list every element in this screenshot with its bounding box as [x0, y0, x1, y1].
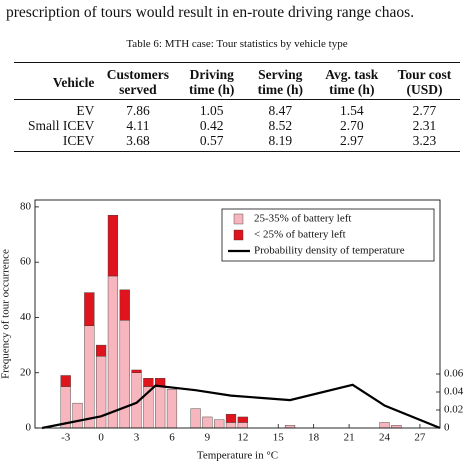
x-tick-label: -3	[61, 432, 71, 444]
bar-segment	[84, 292, 95, 326]
bar-segment	[131, 369, 142, 373]
bar-segment	[202, 416, 213, 429]
y2-tick-label: 0.06	[444, 368, 464, 380]
legend-swatch	[233, 229, 244, 241]
x-tick-label: 18	[308, 432, 320, 444]
x-tick-label: 3	[134, 432, 140, 444]
table-cell: Small ICEV	[28, 118, 95, 133]
x-tick-label: 9	[205, 432, 211, 444]
body-text: prescription of tours would result in en…	[6, 4, 415, 21]
table-cell: 8.52	[268, 118, 293, 133]
table-cell: EV	[76, 103, 95, 118]
table-cell: 8.19	[268, 133, 293, 148]
table-cell: 0.42	[199, 118, 224, 133]
stats-table: Vehicle Customers served Driving time (h) S…	[14, 62, 460, 152]
header-cell: Driving time (h)	[177, 62, 246, 100]
y-tick-label: 0	[26, 422, 32, 434]
table-row: ICEV 3.68 0.57 8.19 2.97 3.23	[14, 133, 460, 152]
legend-label: Probability density of temperature	[254, 245, 405, 257]
table-cell: 7.86	[126, 103, 150, 118]
table-caption: Table 6: MTH case: Tour statistics by ve…	[126, 38, 348, 50]
table-body: EV 7.86 1.05 8.47 1.54 2.77 Small ICEV 4.11 0.42…	[14, 100, 460, 152]
table-row: Small ICEV 4.11 0.42 8.52 2.70 2.31	[14, 118, 460, 133]
bar-segment	[225, 413, 237, 423]
bar-segment	[237, 416, 248, 423]
bar-segment	[107, 275, 119, 429]
header-row: Vehicle Customers served Driving time (h) S…	[14, 62, 460, 100]
header-cell: Tour cost (USD)	[388, 62, 460, 100]
bar-segment	[107, 214, 119, 277]
x-tick-label: 21	[344, 432, 355, 444]
table-cell: 3.23	[412, 133, 437, 148]
y-tick-label: 80	[20, 200, 32, 212]
legend-label: 25-35% of battery left	[254, 213, 351, 225]
bar-segment	[214, 419, 225, 429]
x-tick-label: 27	[414, 432, 426, 444]
bar-segment	[96, 344, 107, 357]
x-tick-label: 24	[379, 432, 391, 444]
table-cell: 3.68	[126, 133, 150, 148]
y-tick-label: 40	[20, 311, 32, 323]
x-tick-label: 6	[169, 432, 175, 444]
plot-frame	[34, 199, 441, 429]
bar-segment	[84, 325, 95, 429]
header-cell: Customers served	[98, 62, 178, 100]
table-cell: ICEV	[62, 133, 95, 148]
header-cell: Avg. task time (h)	[314, 62, 389, 100]
y2-tick-label: 0	[444, 422, 450, 434]
bar-segment	[60, 375, 71, 387]
table-cell: 2.70	[339, 118, 364, 133]
bar-segment	[119, 320, 130, 429]
bar-segment	[237, 422, 248, 429]
table-cell: 8.47	[268, 103, 293, 118]
bar-segment	[72, 402, 83, 429]
y-tick-label: 20	[20, 366, 32, 378]
legend-swatch	[233, 213, 244, 225]
table-cell: 2.31	[412, 118, 437, 133]
table-cell: 2.77	[412, 103, 437, 118]
table-cell: 1.54	[339, 103, 364, 118]
header-cell: Serving time (h)	[246, 62, 315, 100]
x-tick-label: 0	[98, 432, 104, 444]
table-cell: 0.57	[199, 133, 224, 148]
x-tick-label: 15	[273, 432, 285, 444]
x-tick-label: 12	[237, 432, 248, 444]
y-tick-label: 60	[20, 256, 32, 268]
y-axis-label: Frequency of tour occurrence	[0, 249, 12, 379]
x-axis-label: Temperature in °C	[197, 450, 278, 462]
table-row: EV 7.86 1.05 8.47 1.54 2.77	[14, 100, 460, 119]
bar-segment	[155, 386, 166, 429]
header-cell: Vehicle	[14, 62, 99, 100]
bar-segment	[379, 422, 390, 429]
bar-segment	[225, 422, 237, 429]
table-cell: 2.97	[339, 133, 364, 148]
bar-segment	[119, 289, 130, 321]
bar-segment	[190, 408, 201, 429]
legend-label: < 25% of battery left	[254, 229, 346, 241]
bar-segment	[143, 378, 154, 387]
table-cell: 4.11	[126, 118, 150, 133]
bar-segment	[166, 389, 178, 429]
y2-tick-label: 0.04	[444, 386, 464, 398]
density-line	[41, 383, 441, 430]
y2-tick-label: 0.02	[444, 404, 463, 416]
table-cell: 1.05	[199, 103, 224, 118]
legend-box	[221, 208, 435, 262]
